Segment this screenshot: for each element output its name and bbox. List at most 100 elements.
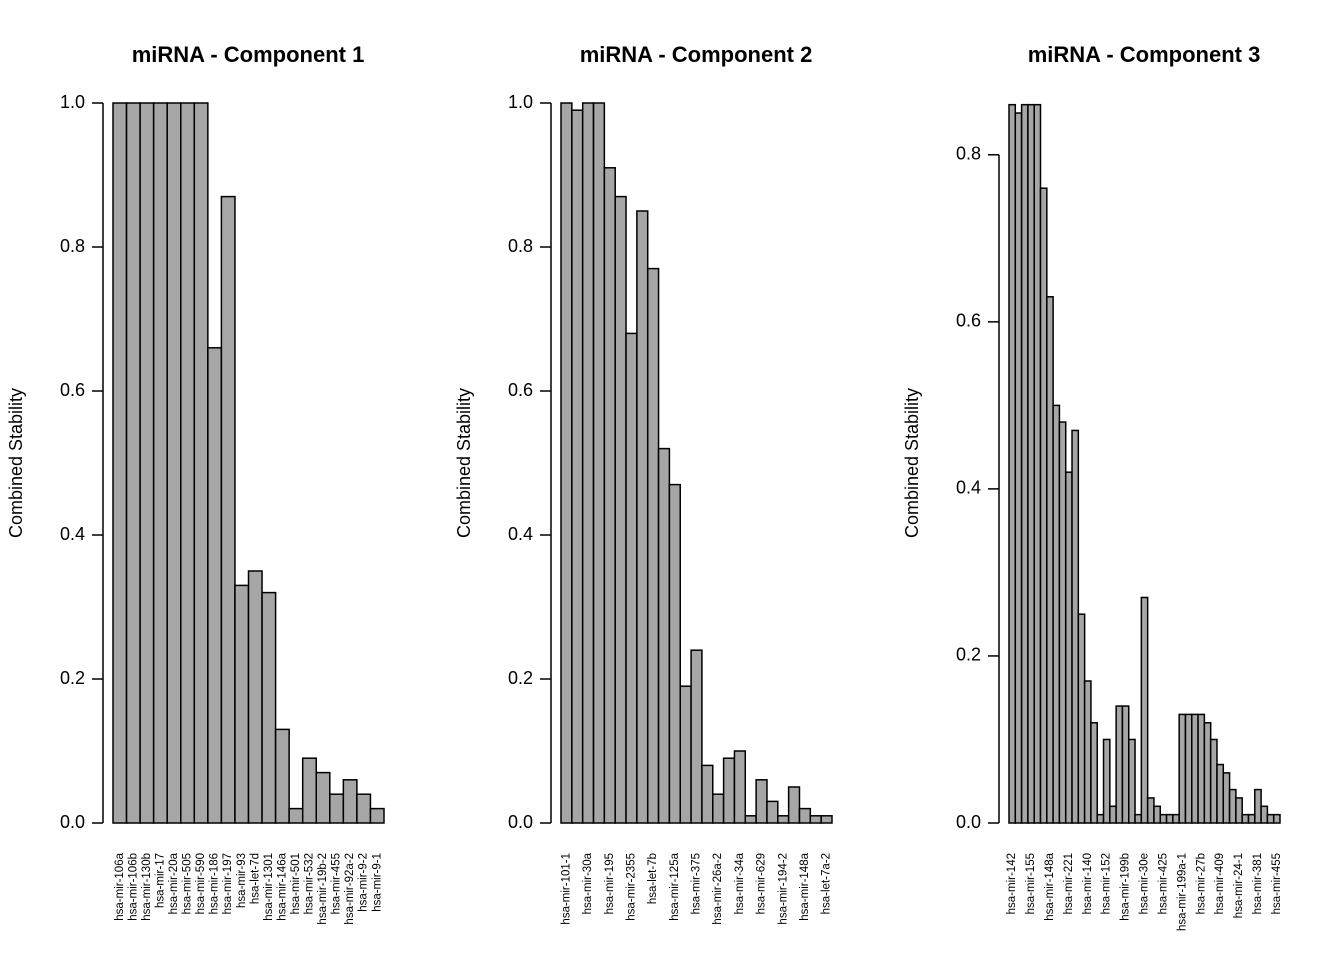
bar <box>112 102 128 824</box>
bar <box>342 779 358 824</box>
bar <box>1096 813 1105 824</box>
bar <box>220 195 236 824</box>
bar <box>1033 103 1042 824</box>
bar <box>1083 680 1092 824</box>
x-tick-label: hsa-mir-381 <box>1252 853 1264 914</box>
bar <box>1027 103 1035 824</box>
x-tick-label: hsa-mir-146a <box>276 852 288 920</box>
bar <box>809 815 822 824</box>
bar <box>625 332 638 824</box>
x-tick-label: hsa-mir-532 <box>304 853 316 914</box>
x-tick-label: hsa-mir-9-1 <box>371 853 383 912</box>
bar <box>581 102 595 824</box>
bar <box>1191 713 1199 824</box>
panel: miRNA - Component 3 Combined Stability 0.0… <box>902 42 1283 931</box>
y-tick-label: 0.2 <box>60 668 85 688</box>
bar <box>1165 813 1174 824</box>
x-tick-label: hsa-mir-194-2 <box>777 853 789 925</box>
x-tick-label: hsa-mir-148a <box>1044 852 1056 920</box>
y-tick-label: 0.4 <box>60 524 85 544</box>
x-tick-label: hsa-mir-27b <box>1195 853 1207 914</box>
bar <box>1140 596 1149 824</box>
bar <box>820 815 833 824</box>
x-tick-label: hsa-mir-125a <box>669 852 681 920</box>
x-tick-label: hsa-mir-17 <box>154 853 166 908</box>
bar <box>1064 471 1073 824</box>
bar <box>207 347 223 824</box>
bar <box>301 757 318 824</box>
panel: miRNA - Component 1 Combined Stability 0.0… <box>6 42 385 925</box>
bar <box>733 750 747 824</box>
x-tick-label: hsa-mir-455 <box>331 853 343 914</box>
bar <box>766 800 779 824</box>
x-tick-label: hsa-mir-455 <box>1271 853 1283 914</box>
bar <box>1008 103 1017 824</box>
bar <box>1216 763 1225 824</box>
x-tick-label: hsa-mir-155 <box>1025 853 1037 914</box>
x-tick-label: hsa-mir-106a <box>114 852 126 920</box>
x-tick-label: hsa-mir-197 <box>222 853 234 914</box>
bar <box>712 793 725 824</box>
bar <box>1134 813 1143 824</box>
bar <box>614 195 627 824</box>
x-tick-label: hsa-mir-375 <box>691 853 703 914</box>
x-tick-label: hsa-mir-20a <box>168 852 180 914</box>
bar <box>261 591 277 824</box>
x-tick-label: hsa-mir-195 <box>604 853 616 914</box>
y-tick-label: 0.0 <box>956 812 981 832</box>
x-tick-label: hsa-mir-590 <box>195 853 207 914</box>
x-tick-label: hsa-mir-629 <box>756 853 768 914</box>
x-tick-label: hsa-mir-142 <box>1006 853 1018 914</box>
bar <box>571 109 584 824</box>
bar <box>274 728 290 824</box>
bar <box>329 793 345 824</box>
bar <box>755 779 768 824</box>
x-tick-label: hsa-mir-24-1 <box>1233 853 1245 918</box>
x-tick-label: hsa-mir-186 <box>209 853 221 914</box>
y-axis-label: Combined Stability <box>6 388 26 538</box>
x-tick-label: hsa-mir-30a <box>582 852 594 914</box>
bar <box>315 771 331 824</box>
bar <box>798 807 812 824</box>
bar <box>722 757 736 824</box>
bar <box>139 102 155 824</box>
bar <box>1090 722 1098 824</box>
x-tick-label: hsa-mir-140 <box>1082 853 1094 914</box>
bar <box>369 807 385 824</box>
bar <box>247 570 263 824</box>
bar <box>646 267 660 824</box>
bar <box>1127 738 1136 824</box>
bar <box>1046 296 1054 824</box>
bar <box>1254 788 1262 824</box>
bar <box>777 815 790 824</box>
x-tick-label: hsa-mir-101-1 <box>560 853 572 925</box>
y-tick-label: 1.0 <box>60 92 85 112</box>
y-tick-label: 0.8 <box>60 236 85 256</box>
bar <box>701 764 714 824</box>
bar <box>592 102 606 824</box>
x-tick-label: hsa-mir-30e <box>1139 853 1151 914</box>
bar <box>1247 813 1256 824</box>
bar <box>356 793 372 824</box>
y-tick-label: 0.4 <box>956 478 981 498</box>
x-tick-label: hsa-let-7a-2 <box>821 853 833 914</box>
bar <box>1039 187 1048 824</box>
bar <box>787 786 801 824</box>
panel: miRNA - Component 2 Combined Stability 0.0… <box>454 42 833 925</box>
bar <box>1184 713 1193 824</box>
bar <box>1058 421 1067 824</box>
y-tick-label: 0.0 <box>508 812 533 832</box>
bar <box>690 649 703 824</box>
bar <box>1146 797 1155 824</box>
bar <box>152 102 168 824</box>
bar <box>1121 705 1130 824</box>
y-tick-label: 1.0 <box>508 92 533 112</box>
bar <box>193 102 209 824</box>
x-tick-label: hsa-let-7d <box>249 853 261 904</box>
x-tick-label: hsa-mir-19b-2 <box>317 853 329 925</box>
bar <box>1014 112 1023 824</box>
bar <box>1209 738 1218 824</box>
x-tick-label: hsa-mir-425 <box>1157 853 1169 914</box>
bar <box>1052 404 1061 824</box>
